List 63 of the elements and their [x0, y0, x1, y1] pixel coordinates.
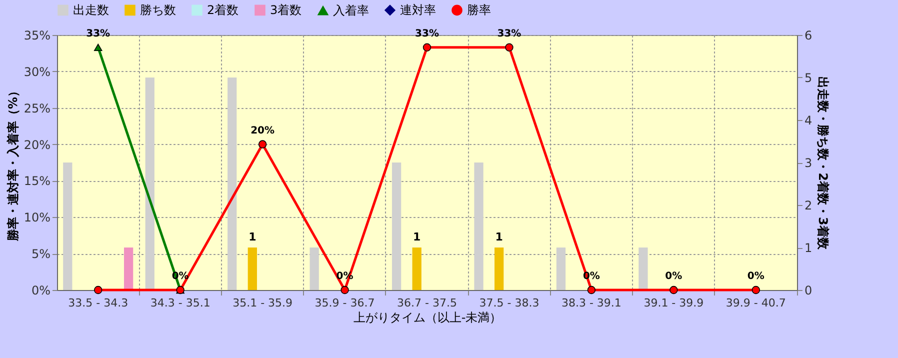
point	[340, 286, 349, 294]
y-tick-label: 10%	[24, 210, 50, 225]
y-axis-title: 勝率・連対率・入着率（%）	[6, 84, 20, 242]
bar	[494, 248, 504, 290]
y-tick-label: 20%	[24, 138, 50, 152]
x-tick-label: 34.3 - 35.1	[150, 296, 210, 310]
x-tick-label: 39.9 - 40.7	[726, 296, 786, 310]
bar	[556, 248, 566, 290]
x-tick-label: 35.1 - 35.9	[232, 296, 293, 310]
y-tick-label: 0%	[31, 284, 50, 298]
data-label: 33%	[497, 28, 522, 40]
bar	[638, 248, 648, 290]
y-tick-label: 5%	[31, 247, 50, 262]
legend-label: 勝ち数	[140, 3, 176, 18]
y-tick-label: 25%	[24, 101, 50, 116]
legend-label: 出走数	[73, 3, 109, 18]
legend-label: 3着数	[270, 3, 302, 18]
legend-label: 2着数	[207, 3, 239, 18]
x-tick-label: 37.5 - 38.3	[479, 296, 540, 310]
data-label: 1	[248, 230, 256, 244]
point	[258, 140, 267, 148]
y-tick-label: 35%	[24, 28, 50, 42]
data-label: 20%	[250, 125, 275, 136]
y2-tick-label: 2	[804, 198, 812, 212]
y2-tick-label: 6	[804, 28, 812, 42]
legend-label: 連対率	[400, 3, 436, 18]
point	[94, 286, 102, 294]
bar	[310, 248, 319, 290]
bar	[412, 248, 422, 290]
bar	[63, 162, 72, 290]
point	[422, 43, 432, 52]
bar	[248, 248, 257, 290]
y2-tick-label: 3	[804, 156, 812, 170]
x-tick-label: 33.5 - 34.3	[68, 296, 128, 310]
data-label: 1	[413, 230, 421, 244]
bar	[392, 162, 402, 290]
y2-axis-title: 出走数・勝ち数・2着数・3着数	[816, 76, 830, 250]
data-label: 0%	[747, 271, 764, 282]
x-tick-label: 35.9 - 36.7	[314, 296, 375, 310]
y2-tick-label: 4	[804, 114, 812, 128]
point	[670, 286, 678, 294]
y-tick-label: 30%	[24, 64, 50, 79]
data-label: 33%	[415, 28, 439, 40]
y2-tick-label: 0	[804, 284, 812, 298]
point	[505, 43, 514, 52]
x-tick-label: 38.3 - 39.1	[561, 296, 622, 310]
point	[752, 286, 760, 294]
bar	[145, 78, 154, 290]
bar	[228, 78, 237, 290]
bar	[124, 248, 134, 290]
bar	[474, 162, 484, 290]
x-tick-label: 36.7 - 37.5	[397, 296, 457, 310]
x-tick-label: 39.1 - 39.9	[644, 296, 704, 310]
y2-tick-label: 5	[804, 71, 812, 85]
data-label: 1	[495, 230, 503, 244]
legend-label: 勝率	[467, 3, 491, 18]
y-tick-label: 15%	[24, 174, 50, 188]
y2-tick-label: 1	[804, 241, 812, 255]
legend-label: 入着率	[333, 4, 369, 18]
point	[587, 286, 596, 294]
data-label: 0%	[665, 271, 682, 282]
data-label: 33%	[86, 28, 110, 40]
x-axis-title: 上がりタイム（以上-未満）	[353, 310, 502, 324]
